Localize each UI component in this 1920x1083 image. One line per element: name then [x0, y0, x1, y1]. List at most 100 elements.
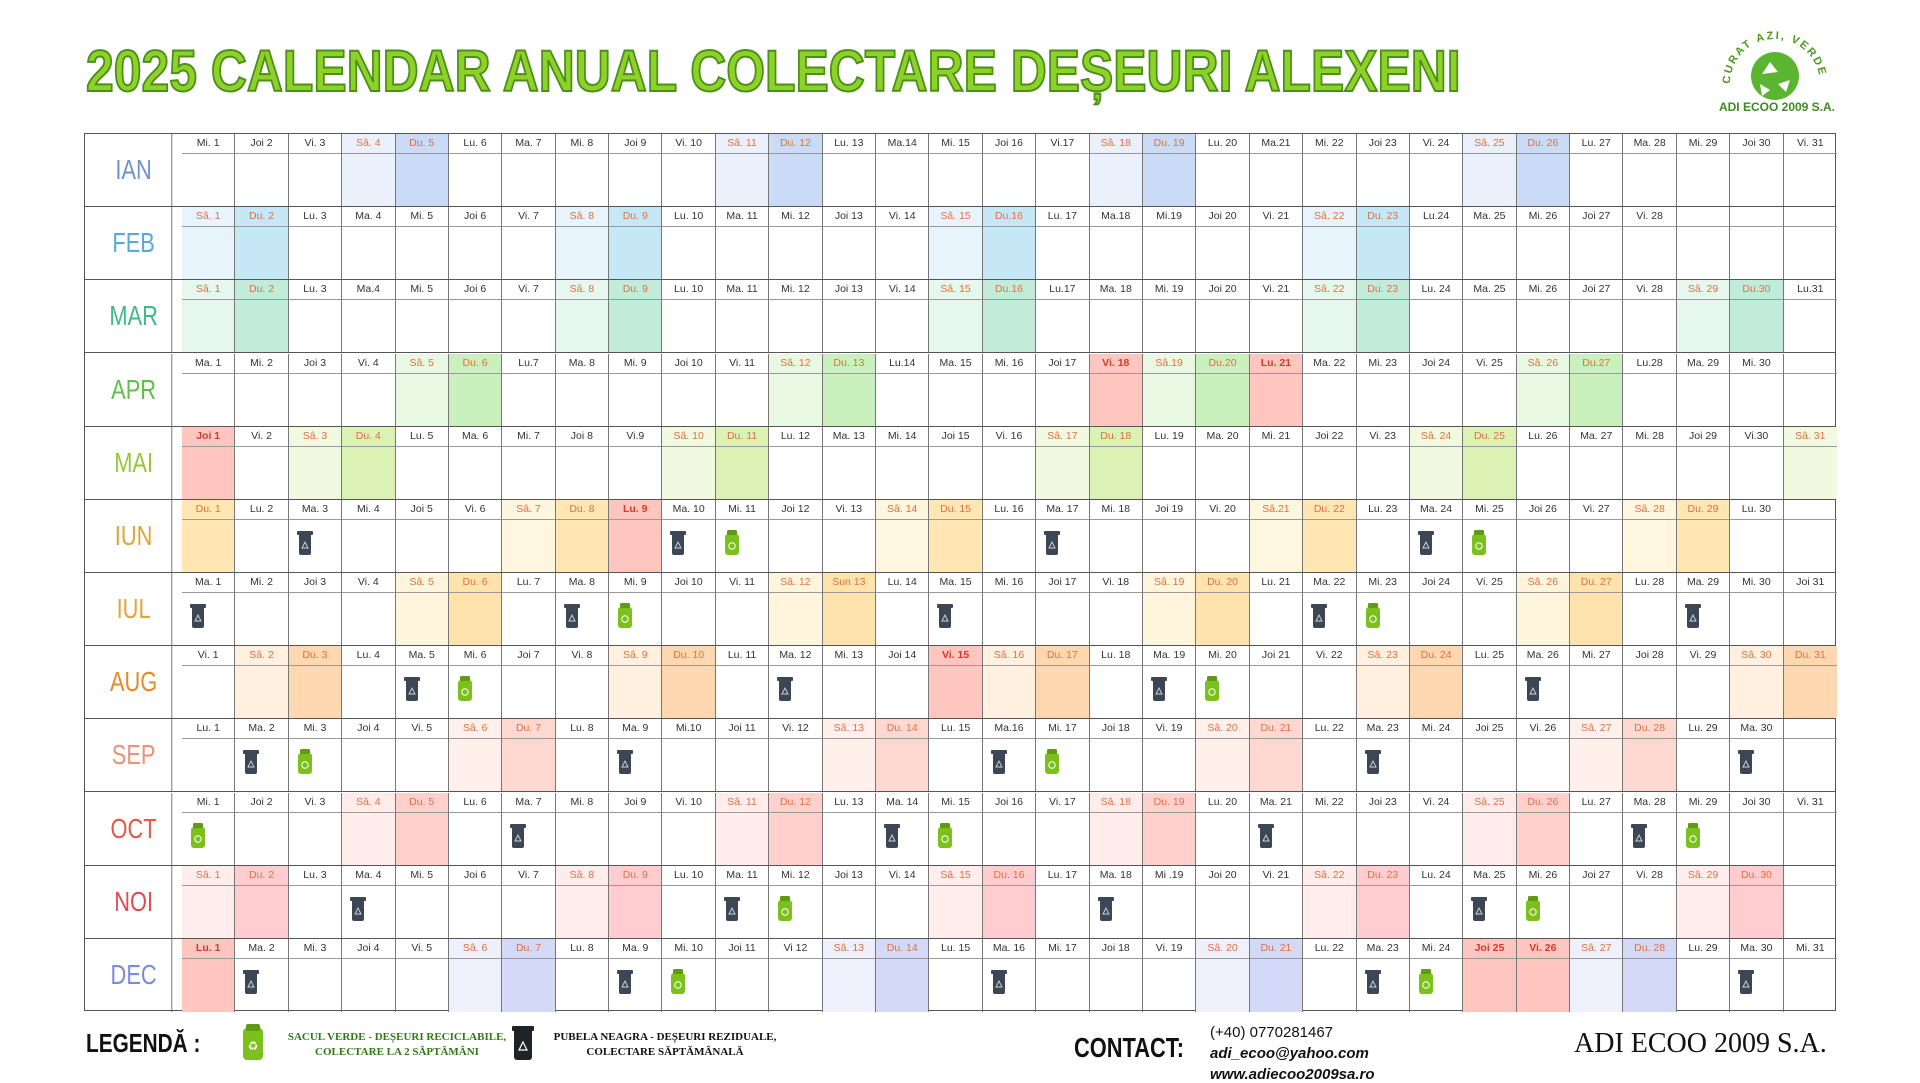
day-cell: Sâ. 3 — [288, 426, 343, 499]
day-label: Mi. 24 — [1409, 719, 1463, 740]
day-label: Du. 28 — [1623, 719, 1676, 740]
day-cell: Ma.18 — [1089, 207, 1143, 280]
day-cell: Joi 28 — [1623, 646, 1677, 719]
black-bin-icon — [670, 530, 687, 555]
day-cell: Du. 26 — [1516, 134, 1571, 207]
day-cell: Du. 7 — [502, 938, 556, 1012]
day-slot — [1463, 446, 1516, 499]
day-cell: Sâ. 25 — [1463, 792, 1517, 865]
day-cell: Vi. 5 — [395, 719, 449, 792]
day-slot — [342, 593, 394, 645]
day-label: Joi 27 — [1570, 280, 1623, 301]
day-slot — [1249, 519, 1303, 572]
black-bin-icon — [937, 604, 954, 628]
day-cell: Sâ. 27 — [1570, 719, 1624, 792]
day-label: Ma. 11 — [715, 207, 769, 228]
day-cell: Du. 30 — [1730, 865, 1784, 938]
day-slot — [1517, 739, 1569, 791]
day-slot — [449, 447, 501, 499]
contact-email[interactable]: adi_ecoo@yahoo.com — [1210, 1045, 1369, 1062]
day-cell: Du. 15 — [929, 499, 983, 572]
day-slot — [1249, 373, 1303, 426]
day-cell: Joi 27 — [1570, 280, 1624, 353]
day-slot — [929, 154, 981, 206]
day-cell: Vi. 15 — [929, 646, 983, 719]
day-slot — [662, 739, 714, 791]
day-cell: Lu. 3 — [288, 865, 343, 938]
legend-label: LEGENDĂ : — [86, 1028, 201, 1058]
day-cell: Joi 18 — [1089, 938, 1143, 1012]
day-label: Mi. 26 — [1516, 207, 1570, 228]
day-cell: Vi. 2 — [235, 426, 289, 499]
day-slot — [1623, 300, 1675, 352]
day-cell: Sâ. 24 — [1409, 426, 1464, 499]
day-cell: Du. 11 — [715, 426, 770, 499]
day-cell: Mi. 24 — [1409, 938, 1464, 1012]
green-bag-icon — [778, 895, 793, 921]
day-label: Sâ. 1 — [182, 207, 235, 228]
day-label: Sun 13 — [822, 573, 876, 593]
black-bin-icon — [1257, 823, 1274, 848]
day-slot — [1196, 373, 1249, 426]
day-slot — [1250, 593, 1302, 645]
day-label: Sâ. 4 — [342, 134, 395, 154]
day-cell: Joi 14 — [876, 646, 930, 719]
day-slot — [876, 886, 928, 938]
day-slot — [1517, 300, 1569, 352]
day-label: Mi. 28 — [1623, 427, 1676, 447]
day-label: Sâ. 30 — [1730, 646, 1783, 667]
green-bag-icon — [1365, 603, 1380, 628]
day-cell: Joi 1 — [182, 426, 236, 499]
day-slot — [235, 447, 287, 499]
contact-website[interactable]: www.adiecoo2009sa.ro — [1210, 1066, 1375, 1083]
day-slot — [929, 959, 981, 1012]
day-label: Lu. 13 — [822, 134, 876, 154]
day-cell: Du. 12 — [769, 792, 823, 865]
day-label: Sâ. 20 — [1196, 719, 1249, 740]
day-label: Sâ. 8 — [555, 865, 609, 886]
day-label: Lu. 24 — [1409, 866, 1463, 886]
day-label: Du. 19 — [1142, 134, 1196, 154]
day-label: Sâ. 16 — [982, 646, 1036, 667]
day-cell: Vi. 28 — [1623, 207, 1677, 280]
day-label: Joi 8 — [555, 427, 609, 447]
day-slot — [876, 227, 928, 279]
day-slot — [823, 813, 875, 865]
day-cell: Du.30 — [1730, 280, 1784, 353]
day-label-empty — [1676, 207, 1730, 228]
day-cell: Du. 2 — [235, 280, 289, 353]
day-label: Joi 12 — [769, 500, 822, 520]
green-bag-icon — [671, 968, 686, 994]
day-slot — [1516, 593, 1570, 646]
month-row-dec: DEC Lu. 1 Ma. 2 Mi. 3 Joi 4 Vi. 5 Sâ. 6 Du. 7 Lu… — [85, 938, 1837, 1012]
day-label: Sâ. 19 — [1142, 573, 1196, 593]
day-cell: Vi. 28 — [1623, 280, 1677, 353]
day-cell: Lu. 19 — [1142, 426, 1197, 499]
day-label: Du. 20 — [1196, 573, 1249, 593]
day-cell: Lu. 10 — [662, 865, 716, 938]
day-cell: Ma. 1 — [182, 353, 236, 426]
day-slot — [395, 154, 448, 207]
day-slot — [769, 300, 821, 352]
day-slot — [823, 520, 875, 572]
day-cell: Vi. 8 — [555, 646, 610, 719]
day-label: Lu. 20 — [1196, 134, 1249, 154]
day-slot — [1623, 154, 1675, 206]
day-cell: Mi. 18 — [1089, 499, 1143, 572]
day-cell: Lu. 3 — [288, 207, 343, 280]
day-cell: Vi. 26 — [1516, 719, 1571, 792]
day-slot — [1089, 373, 1142, 426]
day-label: Mi. 9 — [609, 573, 662, 593]
day-label: Vi. 7 — [502, 207, 555, 228]
day-cell: Sâ. 31 — [1783, 426, 1837, 499]
day-label: Mi. 5 — [395, 207, 448, 228]
day-cell: Vi. 11 — [715, 353, 770, 426]
day-cell: Ma. 8 — [555, 353, 610, 426]
day-slot — [396, 886, 448, 938]
day-slot — [716, 739, 768, 791]
day-cell: Sâ.21 — [1249, 499, 1304, 572]
day-label: Lu. 23 — [1356, 500, 1409, 520]
contact-phone: (+40) 0770281467 — [1210, 1024, 1334, 1041]
day-cell: Lu. 18 — [1089, 646, 1143, 719]
day-cell: Du. 7 — [502, 719, 556, 792]
